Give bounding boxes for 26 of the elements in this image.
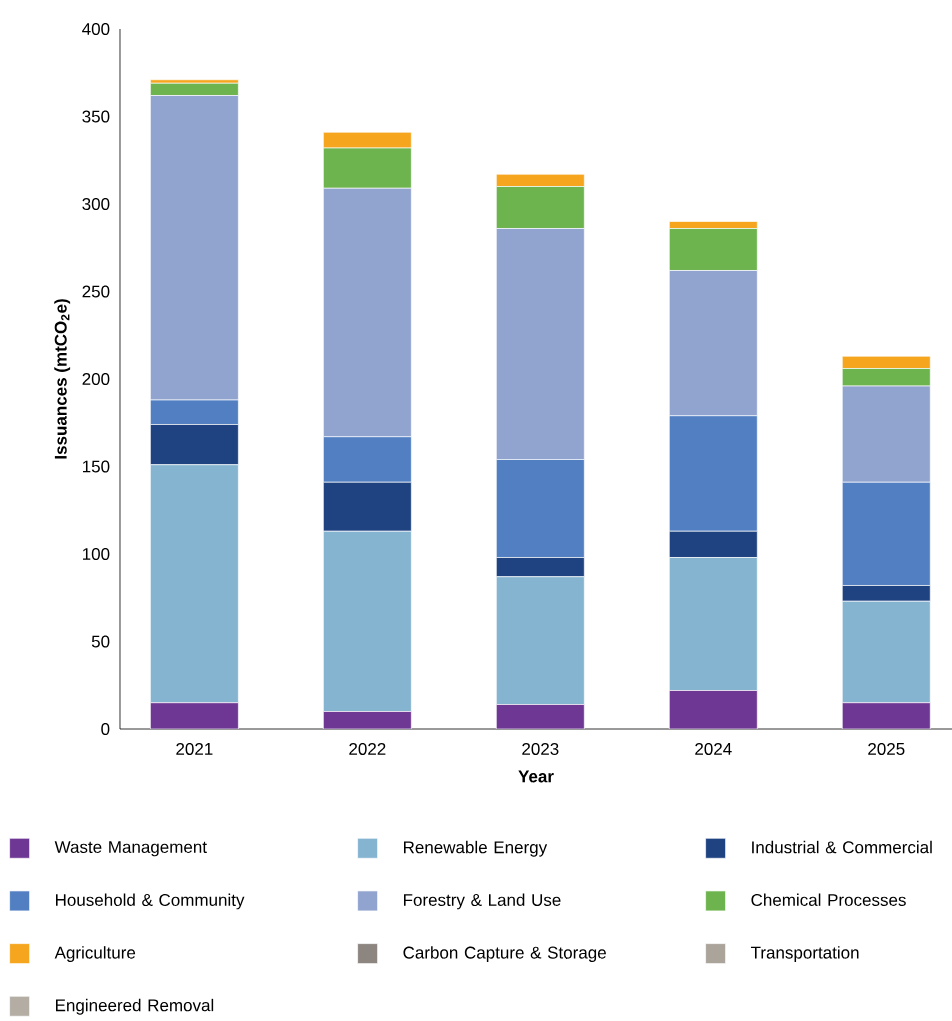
legend-label: Chemical Processes	[751, 893, 906, 906]
y-tick-label: 350	[82, 110, 110, 123]
y-tick-label: 50	[91, 635, 110, 648]
legend-label: Industrial & Commercial	[752, 840, 932, 854]
legend-label: Forestry & Land Use	[404, 893, 561, 910]
y-tick-label: 300	[82, 197, 110, 211]
legend-label: Waste Management	[54, 841, 207, 857]
x-tick-label: 2025	[868, 742, 905, 755]
y-tick-label: 400	[82, 22, 110, 36]
y-tick-label: 250	[82, 285, 110, 298]
y-tick-label: 200	[82, 372, 110, 386]
legend-label: Agriculture	[54, 946, 136, 963]
legend-label: Household & Community	[56, 893, 245, 910]
y-tick-label: 150	[83, 460, 110, 473]
x-axis-title: Year	[518, 770, 554, 783]
y-axis-title: Issuances (mtCO$_{2}$e)	[54, 299, 71, 459]
y-tick-label: 0	[101, 722, 110, 736]
y-tick-label: 100	[83, 547, 110, 561]
legend-label: Engineered Removal	[56, 998, 214, 1015]
x-tick-label: 2023	[522, 742, 559, 755]
legend-label: Transportation	[750, 946, 859, 963]
x-tick-label: 2022	[349, 742, 386, 755]
x-tick-label: 2021	[176, 742, 213, 755]
x-tick-label: 2024	[695, 742, 732, 755]
legend-label: Carbon Capture & Storage	[403, 946, 606, 963]
legend-label: Renewable Energy	[404, 840, 548, 857]
